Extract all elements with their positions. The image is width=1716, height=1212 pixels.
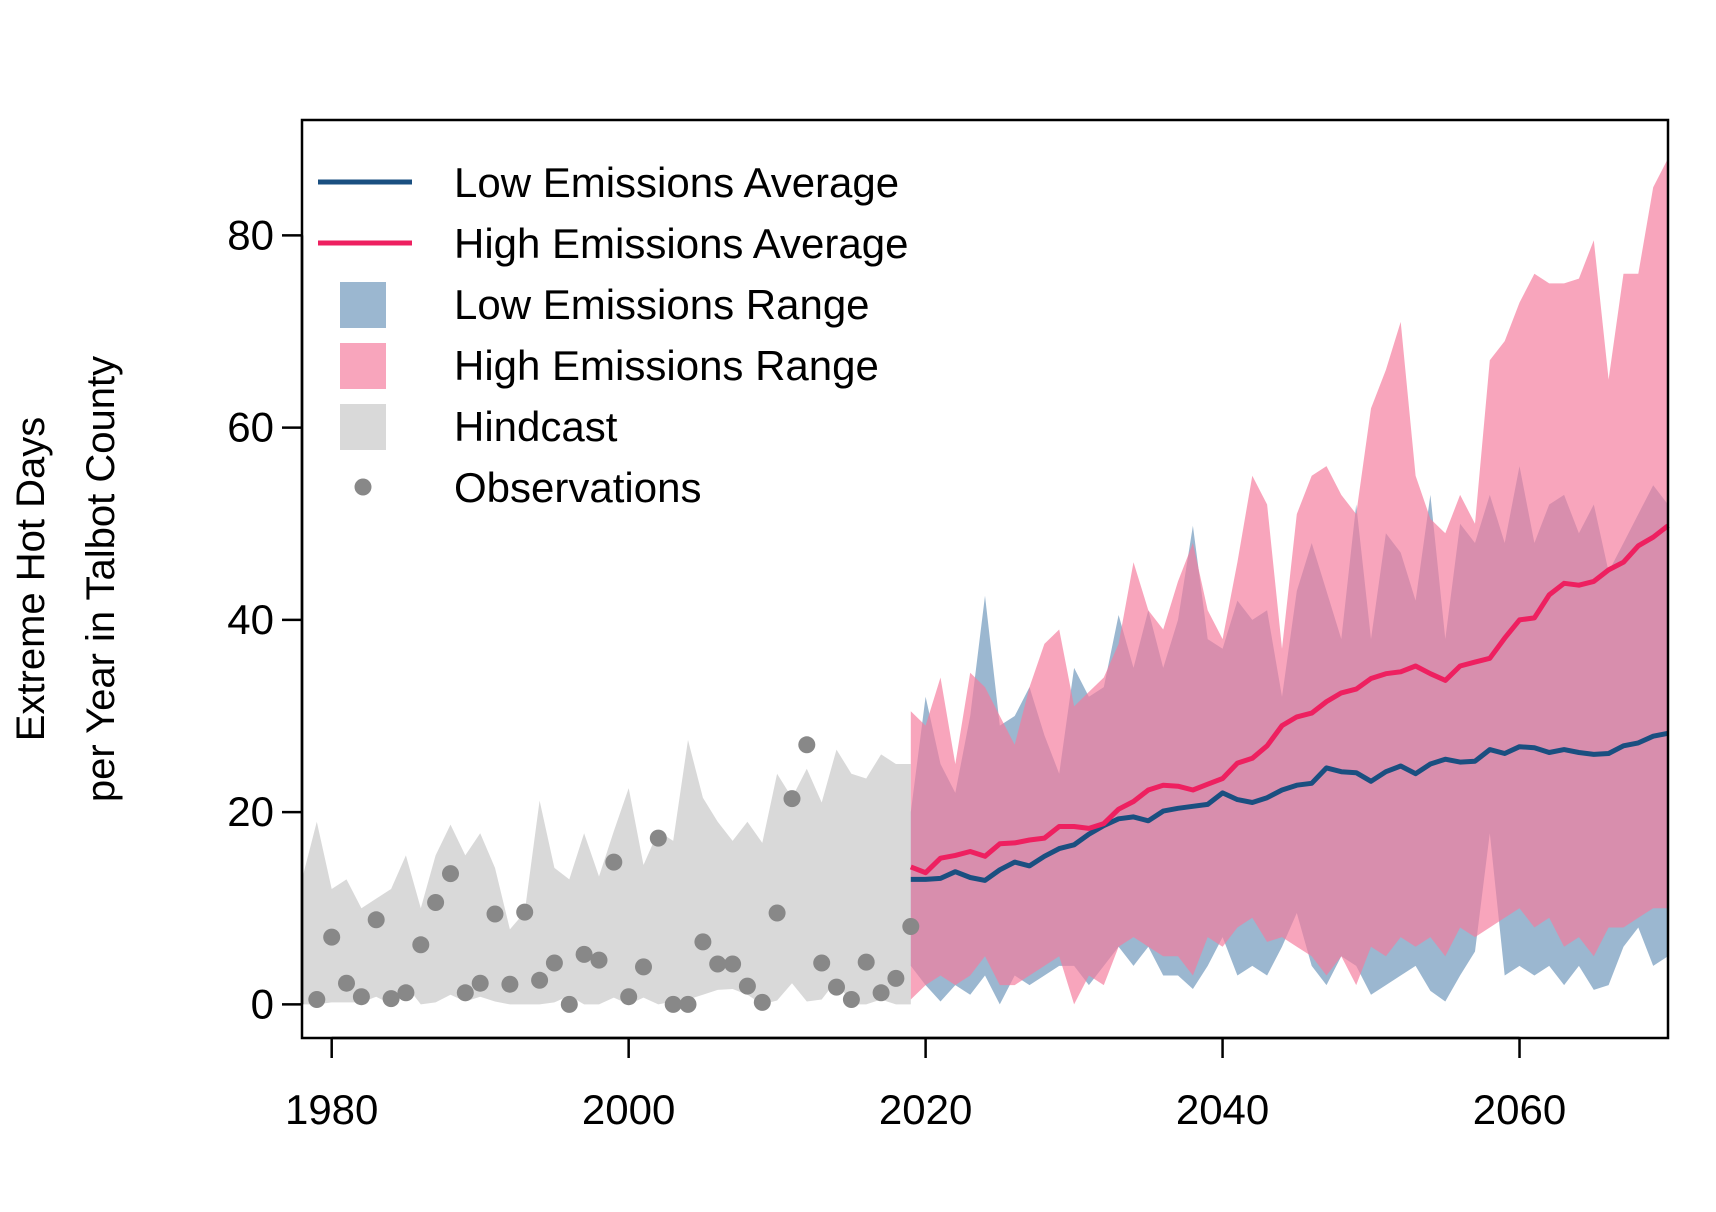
y-axis-label: Extreme Hot Days per Year in Talbot Coun…: [9, 356, 123, 802]
observation-point: [605, 853, 623, 871]
observation-point: [442, 865, 459, 883]
x-tick-label: 2040: [1176, 1086, 1269, 1133]
legend-label-hindcast: Hindcast: [454, 403, 618, 450]
observation-point: [323, 928, 341, 946]
observation-point: [783, 790, 801, 808]
y-tick-label: 80: [227, 211, 274, 258]
observation-point: [308, 991, 326, 1008]
observation-point: [798, 736, 816, 754]
observation-point: [575, 945, 593, 963]
observation-point: [738, 977, 756, 995]
observation-point: [753, 993, 771, 1011]
x-tick-label: 2020: [879, 1086, 972, 1133]
legend-label-high-emissions-range: High Emissions Range: [454, 342, 879, 389]
legend-swatch-high-emissions-range: [340, 343, 386, 389]
observation-point: [887, 969, 905, 987]
observation-point: [768, 904, 786, 922]
observation-point: [664, 995, 682, 1013]
high-emissions-average-line: [909, 523, 1670, 876]
observation-point: [724, 955, 742, 973]
x-tick-label: 1980: [285, 1086, 378, 1133]
observation-point: [590, 951, 608, 969]
observation-point: [902, 918, 920, 935]
high-emissions-range-band: [910, 158, 1668, 1005]
observation-point: [679, 995, 697, 1013]
average-lines: [909, 523, 1670, 883]
observation-point: [516, 903, 534, 921]
y-tick-label: 60: [227, 404, 274, 451]
y-axis: 0 20 40 60 80: [227, 211, 304, 1027]
observation-point: [471, 974, 489, 992]
observation-point: [560, 995, 578, 1013]
y-axis-label-line-1: Extreme Hot Days: [9, 417, 53, 742]
observation-point: [456, 984, 474, 1002]
observation-point: [501, 975, 519, 993]
observation-point: [545, 954, 563, 972]
observation-point: [620, 988, 638, 1006]
legend: Low Emissions Average High Emissions Aver…: [318, 159, 908, 511]
observation-point: [709, 955, 727, 973]
x-axis: 1980 2000 2020 2040 2060: [285, 1036, 1566, 1133]
y-tick-label: 0: [251, 980, 274, 1027]
observation-point: [872, 984, 890, 1002]
observation-points: [308, 736, 920, 1013]
y-tick-label: 20: [227, 788, 274, 835]
observation-point: [828, 978, 845, 996]
x-tick-label: 2060: [1473, 1086, 1566, 1133]
observation-point: [352, 988, 370, 1006]
observation-point: [842, 991, 860, 1008]
legend-label-low-emissions-range: Low Emissions Range: [454, 281, 870, 328]
low-emissions-average-line: [910, 730, 1669, 883]
y-axis-label-line-2: per Year in Talbot County: [79, 356, 123, 802]
observation-point: [486, 905, 504, 923]
legend-label-observations: Observations: [454, 464, 701, 511]
range-areas: [302, 158, 1668, 1005]
observation-point: [694, 933, 712, 951]
observation-point: [813, 954, 831, 972]
observation-point: [412, 936, 430, 954]
x-tick-label: 2000: [582, 1086, 675, 1133]
observation-point: [649, 829, 667, 847]
observation-point: [338, 974, 355, 992]
observation-point: [382, 990, 400, 1008]
observation-point: [531, 971, 549, 989]
observation-point: [857, 953, 875, 971]
observation-point: [427, 894, 445, 911]
legend-swatch-observations: [354, 478, 372, 496]
observation-point: [635, 958, 652, 976]
legend-swatch-low-emissions-range: [340, 282, 386, 328]
legend-label-low-emissions-average: Low Emissions Average: [454, 159, 899, 206]
legend-label-high-emissions-average: High Emissions Average: [454, 220, 908, 267]
legend-swatch-hindcast: [340, 404, 386, 450]
observation-point: [397, 984, 415, 1002]
y-tick-label: 40: [227, 596, 274, 643]
hindcast-band: [302, 740, 911, 1005]
observation-point: [367, 911, 385, 929]
